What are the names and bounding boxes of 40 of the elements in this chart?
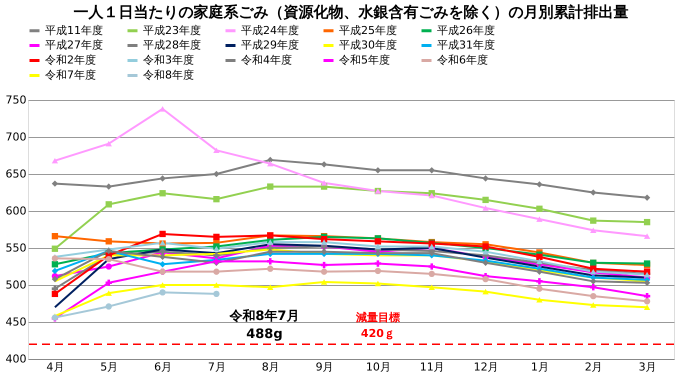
legend-label: 平成26年度 (437, 24, 495, 37)
x-tick-label: 11月 (420, 360, 445, 374)
legend-label: 令和4年度 (241, 54, 292, 66)
x-tick-label: 10月 (366, 360, 391, 374)
legend-label: 平成23年度 (143, 24, 201, 37)
x-tick-label: 8月 (262, 360, 280, 374)
y-tick-label: 500 (6, 278, 26, 292)
legend-label: 平成27年度 (45, 38, 103, 52)
x-tick-label: 2月 (584, 360, 603, 374)
legend-label: 平成30年度 (339, 38, 397, 52)
legend-label: 平成31年度 (437, 38, 495, 52)
legend-label: 令和2年度 (45, 54, 96, 66)
x-tick-label: 5月 (100, 360, 118, 374)
legend-label: 平成29年度 (241, 38, 299, 52)
legend-label: 平成28年度 (143, 38, 201, 52)
ref-line-label: 減量目標 420ｇ (354, 311, 400, 340)
x-tick-label: 4月 (46, 360, 64, 374)
legend-label: 平成25年度 (339, 24, 397, 37)
x-tick-label: 9月 (316, 360, 334, 374)
legend-label: 令和5年度 (339, 54, 390, 66)
legend-label: 平成24年度 (241, 24, 299, 37)
y-tick-label: 700 (6, 130, 26, 144)
y-tick-label: 450 (6, 316, 26, 328)
chart-title: 一人１日当たりの家庭系ごみ（資源化物、水銀含有ごみを除く）の月別累計排出量 (74, 3, 628, 21)
x-tick-label: 12月 (474, 360, 499, 374)
x-tick-label: 6月 (154, 360, 172, 374)
legend-label: 令和7年度 (45, 68, 96, 82)
legend-label: 平成11年度 (45, 24, 103, 37)
y-tick-label: 400 (6, 352, 26, 366)
legend-label: 令和8年度 (143, 68, 194, 82)
legend-label: 令和3年度 (143, 54, 194, 66)
y-tick-label: 600 (6, 204, 26, 218)
y-tick-label: 550 (6, 242, 26, 254)
x-tick-label: 1月 (530, 360, 549, 374)
legend-label: 令和6年度 (437, 54, 488, 66)
x-tick-label: 7月 (208, 360, 226, 374)
y-tick-label: 650 (6, 168, 26, 180)
y-tick-label: 750 (6, 94, 26, 106)
annotation: 令和8年7月 488g (228, 308, 300, 342)
x-tick-label: 3月 (638, 360, 657, 374)
